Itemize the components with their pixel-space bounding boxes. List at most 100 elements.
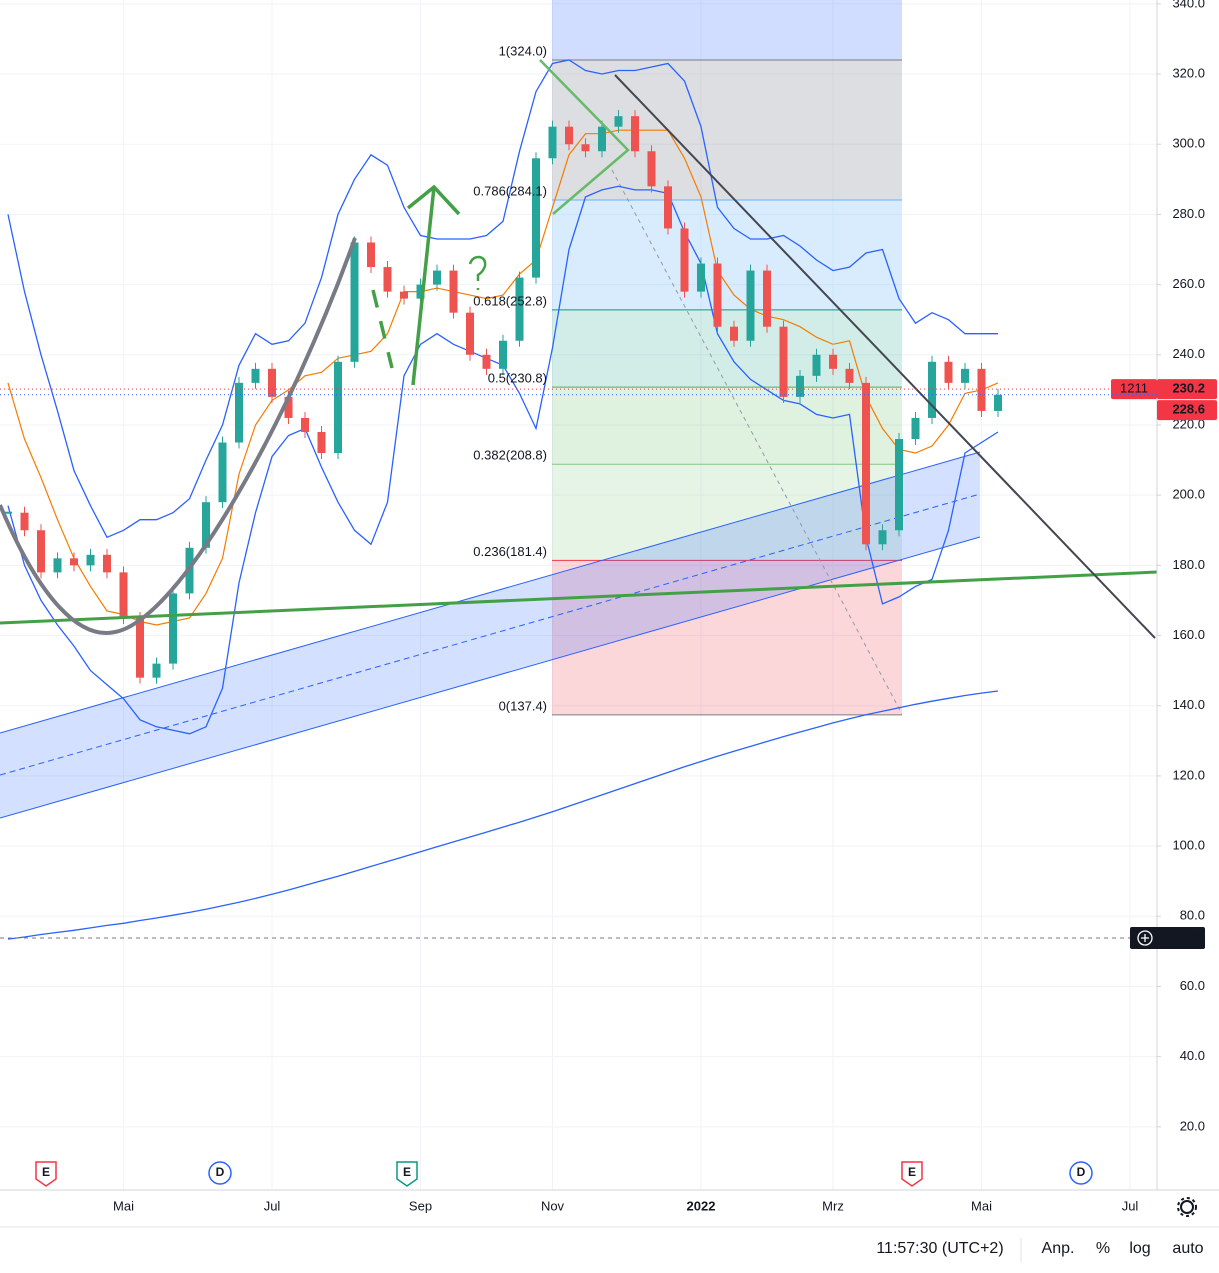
x-tick-label: Mrz [822,1198,844,1213]
candle [251,368,260,383]
candle [598,126,606,152]
scale-button[interactable]: log [1129,1240,1150,1257]
candle [367,242,375,268]
candle [680,228,689,292]
candle [284,396,293,418]
candle [301,417,309,432]
candle [746,270,755,341]
support-line [0,570,1157,625]
candle [268,368,276,397]
event-marker[interactable]: E [901,1161,923,1187]
crosshair-label: 73.8 [1175,929,1200,944]
candle [977,368,986,411]
candle [565,126,573,145]
candle [961,368,969,383]
candle [895,439,903,531]
scale-button[interactable]: Anp. [1042,1240,1075,1257]
price-axis-bg [1157,0,1219,1190]
event-badge [35,1161,57,1187]
up-arrow [406,184,461,386]
candle [664,186,672,229]
y-tick-label: 200.0 [1172,487,1205,502]
fib-zone [552,464,902,561]
candle [317,431,326,454]
background-layer [0,0,1157,1190]
candle [796,375,804,397]
candle [499,340,507,369]
scale-button[interactable]: % [1096,1240,1110,1257]
y-tick-label: 340.0 [1172,0,1205,10]
event-badge [208,1161,232,1185]
x-tick-label: Sep [409,1198,432,1213]
candle [482,354,491,369]
clock: 11:57:30 (UTC+2) [876,1240,1003,1257]
candle [433,270,441,285]
channel-fill [0,452,980,818]
candle [763,270,771,327]
candle [878,530,887,545]
candle [994,394,1002,411]
countdown-badge [1111,379,1157,400]
channel-bottom [0,536,981,819]
candle [928,361,936,418]
price-badge-label: 228.6 [1172,402,1205,417]
countdown-label: 1211 [1120,381,1148,396]
dashed-arrow [371,289,394,369]
indicator-line [7,690,999,940]
y-tick-label: 40.0 [1180,1048,1205,1063]
y-tick-label: 320.0 [1172,65,1205,80]
candle [4,511,12,514]
trend-line [614,74,1156,639]
candle [449,270,458,313]
price-badge [1157,400,1217,421]
crosshair-plus-sign [1141,934,1149,943]
candle [944,361,953,383]
drawings-top [0,59,1157,639]
candle [400,291,408,299]
question-mark [468,255,487,290]
event-label: E [403,1165,411,1179]
scale-button[interactable]: auto [1172,1240,1203,1257]
x-tick-label: 2022 [687,1198,716,1213]
candle [37,530,45,573]
y-tick-label: 120.0 [1172,767,1205,782]
candle [515,277,524,341]
fib-label: 0.382(208.8) [473,448,547,463]
event-label: E [42,1165,50,1179]
fib-zone [552,387,902,465]
candle [103,554,111,573]
fib-zone [552,309,902,388]
price-badge [1157,379,1217,400]
y-tick-label: 60.0 [1180,978,1205,993]
candle [202,502,210,548]
event-marker[interactable]: D [208,1161,232,1185]
x-tick-label: Mai [971,1198,992,1213]
candle [416,284,425,299]
fib-label: 1(324.0) [499,43,547,58]
candle [136,617,144,678]
candle [779,326,788,397]
event-marker[interactable]: E [396,1161,418,1187]
candle [631,116,639,152]
candle [334,361,342,454]
fib-zone [552,60,902,201]
fib-trend [611,169,903,715]
candle [532,158,540,278]
x-tick-label: Mai [113,1198,134,1213]
settings-icon[interactable] [1177,1197,1197,1217]
candle [713,263,722,327]
y-tick-label: 140.0 [1172,697,1205,712]
candle [862,382,870,545]
event-marker[interactable]: E [35,1161,57,1187]
fib-label: 0(137.4) [499,698,547,713]
y-tick-label: 20.0 [1180,1118,1205,1133]
candle [697,263,705,292]
x-tick-label: Jul [1122,1198,1139,1213]
channel-top [0,451,981,734]
candle [614,116,623,127]
candle [169,593,177,664]
event-marker[interactable]: D [1069,1161,1093,1185]
x-tick-label: Jul [264,1198,281,1213]
event-badge [1069,1161,1093,1185]
